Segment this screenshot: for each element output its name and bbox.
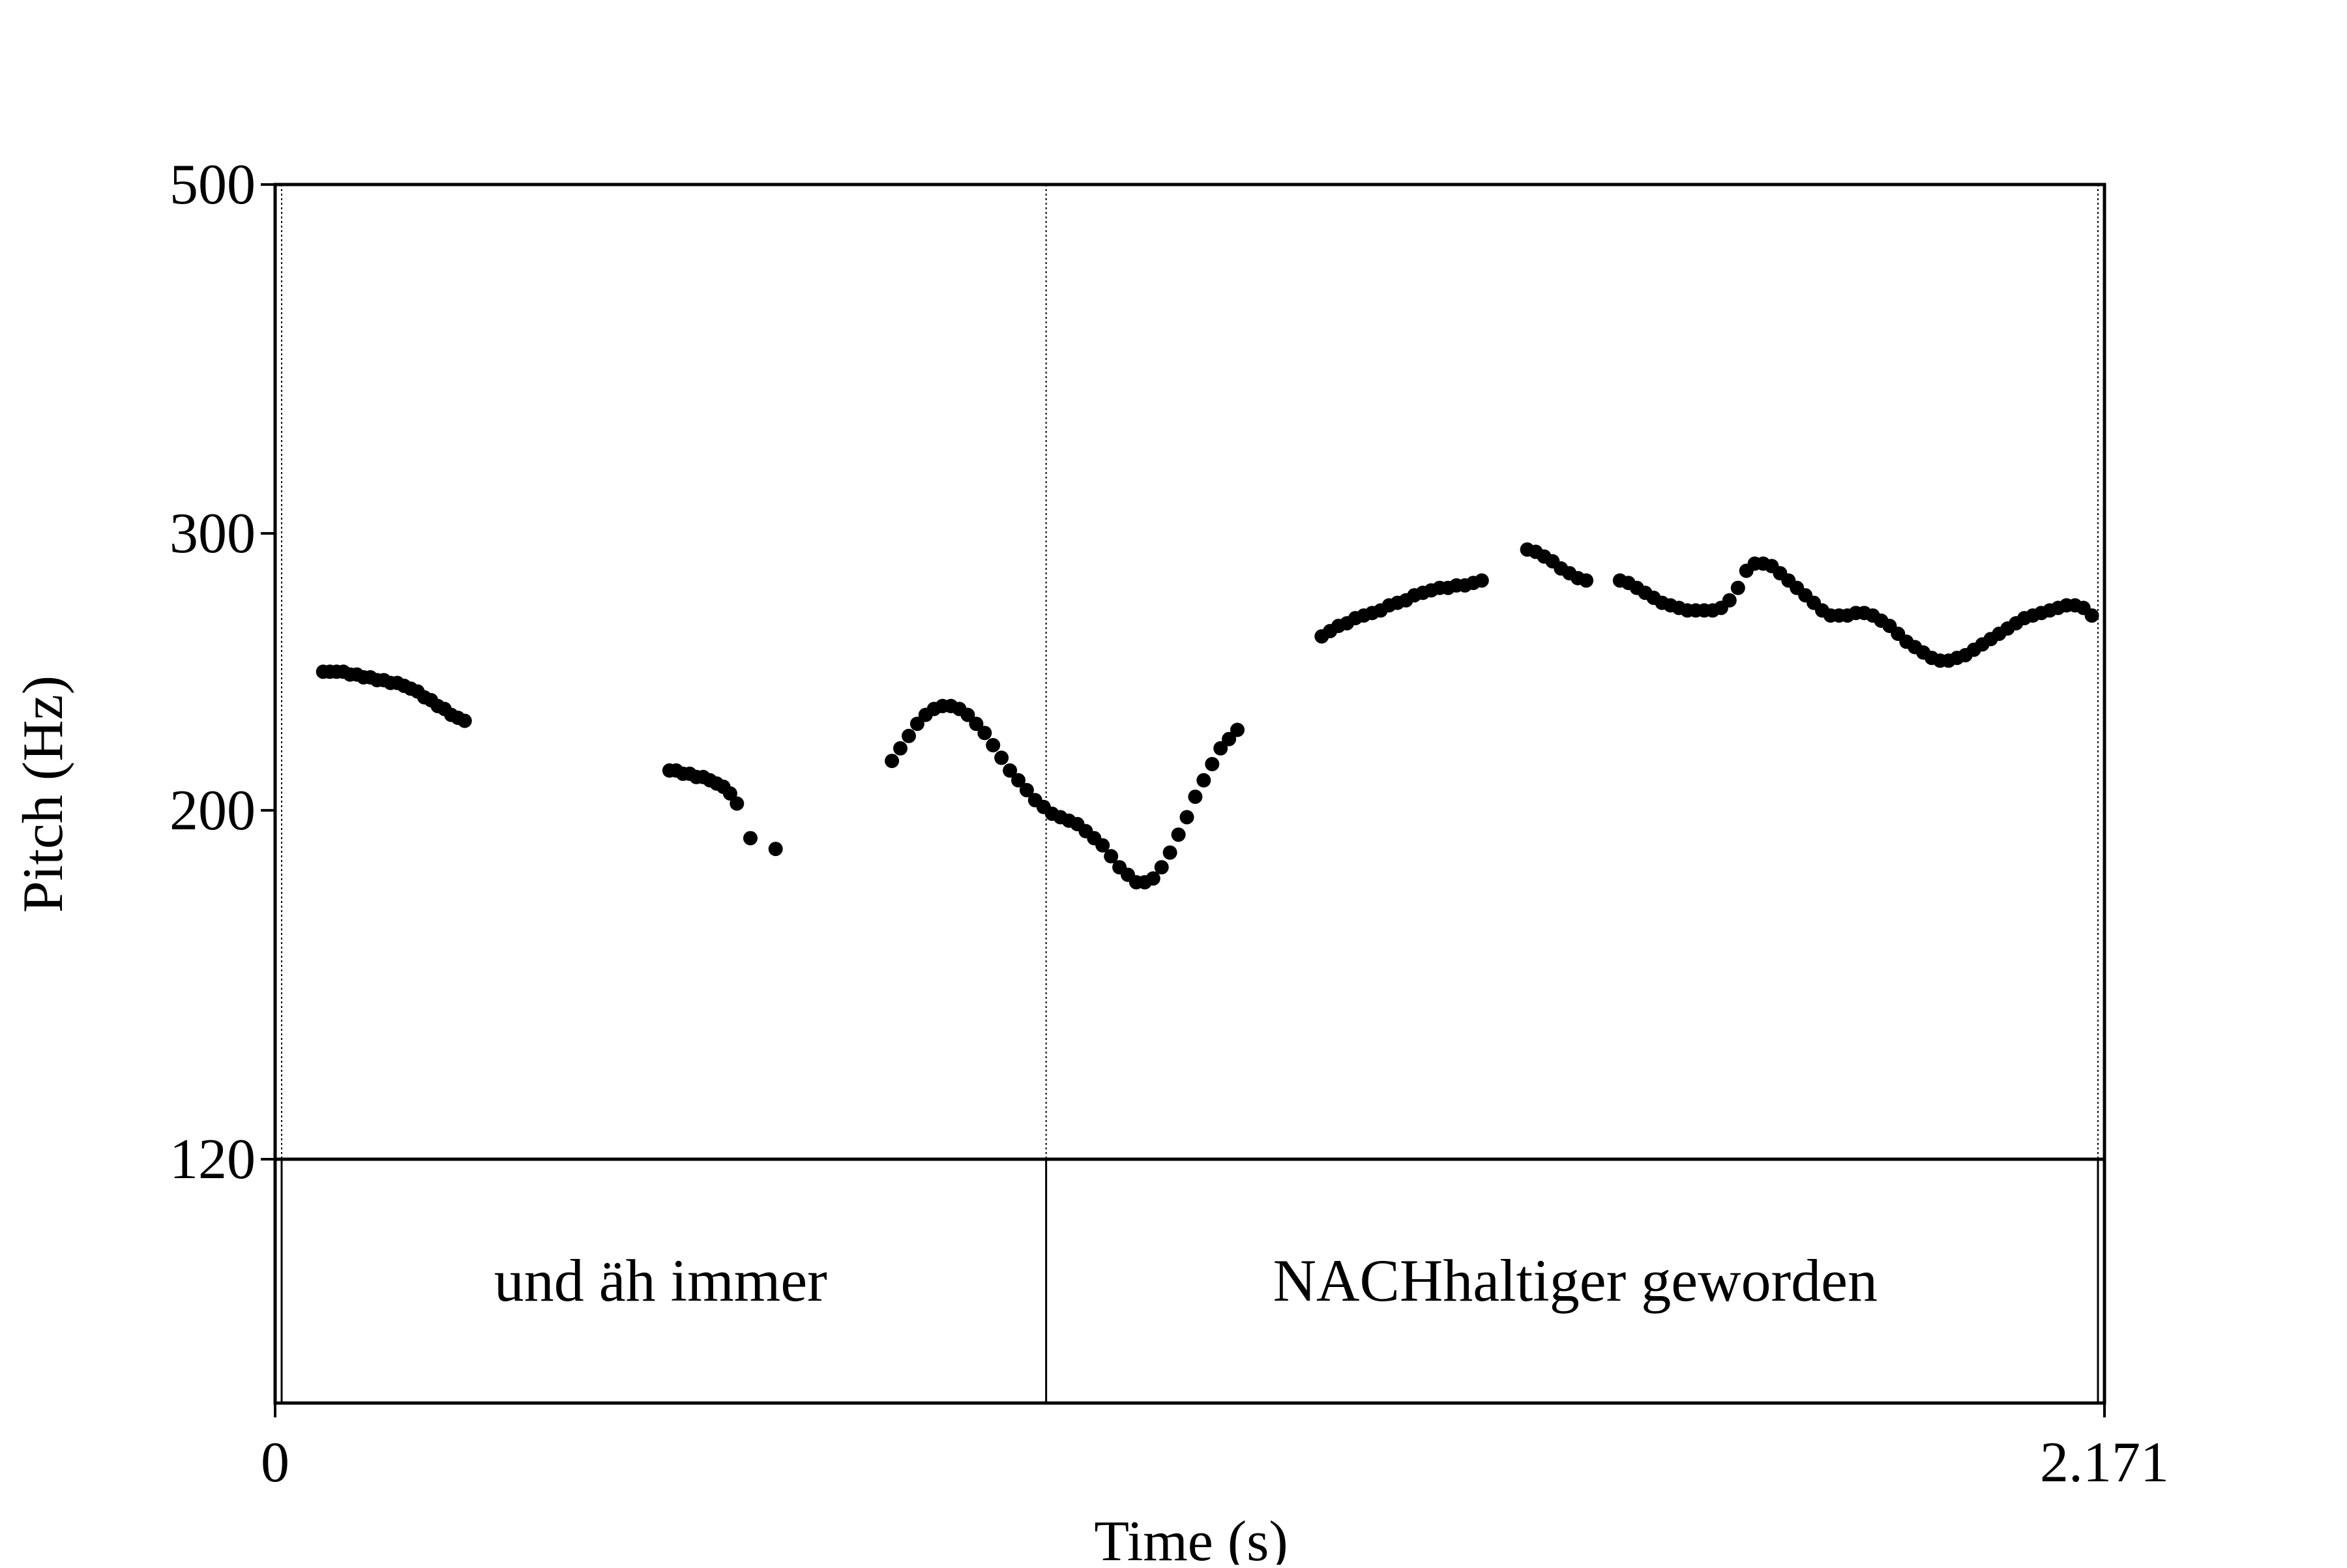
pitch-point bbox=[768, 842, 783, 857]
pitch-point bbox=[1188, 790, 1203, 805]
pitch-point bbox=[1019, 782, 1034, 797]
x-tick-label: 2.171 bbox=[2040, 1431, 2169, 1494]
pitch-point bbox=[969, 717, 984, 732]
pitch-point bbox=[994, 750, 1009, 765]
pitch-point bbox=[2084, 608, 2099, 623]
pitch-point bbox=[1213, 741, 1228, 756]
pitch-point bbox=[1095, 838, 1110, 853]
ticks-layer: 120 200 300 500 0 2.171 bbox=[170, 153, 2169, 1494]
pitch-point bbox=[902, 728, 916, 743]
pitch-point bbox=[1196, 773, 1211, 788]
y-axis-label: Pitch (Hz) bbox=[12, 675, 75, 913]
pitch-point bbox=[909, 717, 924, 732]
pitch-point bbox=[1145, 871, 1160, 886]
pitch-point bbox=[1730, 580, 1745, 595]
boundaries-layer bbox=[280, 185, 2099, 1403]
pitch-point bbox=[977, 726, 992, 741]
pitch-points bbox=[316, 542, 2099, 890]
x-tick-label: 0 bbox=[261, 1431, 289, 1494]
pitch-point bbox=[1171, 827, 1186, 842]
pitch-point bbox=[1205, 757, 1220, 771]
y-tick-label: 500 bbox=[170, 153, 256, 216]
pitch-point bbox=[1003, 763, 1018, 778]
y-tick-label: 120 bbox=[170, 1128, 256, 1191]
tier-interval-label: und äh immer bbox=[494, 1247, 827, 1314]
pitch-point bbox=[1579, 573, 1594, 588]
pitch-point bbox=[1011, 773, 1026, 788]
pitch-point bbox=[1154, 860, 1169, 875]
pitch-point bbox=[1104, 849, 1119, 864]
pitch-point bbox=[730, 796, 745, 811]
tier-labels-layer: und äh immer NACHhaltiger geworden bbox=[494, 1247, 1878, 1314]
pitch-point bbox=[1722, 593, 1737, 608]
pitch-point bbox=[960, 707, 975, 722]
pitch-point bbox=[1230, 722, 1245, 737]
x-axis-label: Time (s) bbox=[1094, 1510, 1288, 1565]
pitch-point bbox=[743, 831, 758, 846]
pitch-point bbox=[893, 741, 908, 756]
pitch-point bbox=[1162, 845, 1177, 860]
pitch-point bbox=[457, 713, 472, 728]
pitch-point bbox=[986, 738, 1001, 752]
pitch-point bbox=[1222, 732, 1237, 747]
pitch-point bbox=[722, 786, 737, 801]
y-tick-label: 300 bbox=[170, 502, 256, 565]
pitch-point bbox=[1179, 810, 1194, 825]
pitch-point bbox=[1474, 573, 1489, 588]
pitch-point bbox=[885, 754, 900, 769]
plot-frame bbox=[273, 183, 2106, 1161]
tier-interval-label: NACHhaltiger geworden bbox=[1273, 1247, 1878, 1314]
y-tick-label: 200 bbox=[170, 779, 256, 842]
